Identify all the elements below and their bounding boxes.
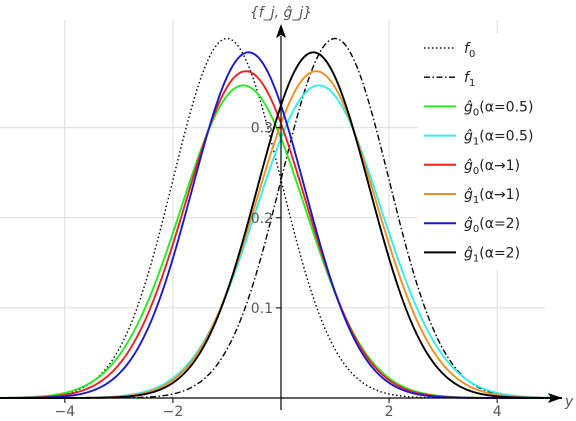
legend-item-6: ĝ0(α=2) [424,216,520,235]
tick-labels: −4 −2 2 4 0.1 0.2 0.3 y {f_j, ĝ_j} [55,5,574,420]
legend-item-2: ĝ0(α=0.5) [424,99,533,118]
legend-label: ĝ1(α=2) [464,245,520,264]
axes [0,24,562,410]
legend-item-5: ĝ1(α→1) [424,187,520,206]
legend-item-0: f0 [424,41,475,60]
y-tick-label: 0.2 [251,211,273,227]
legend-item-7: ĝ1(α=2) [424,245,520,264]
legend-label: f0 [464,41,475,60]
x-tick-label: 4 [493,404,502,420]
y-axis-title: {f_j, ĝ_j} [250,5,312,21]
legend-item-4: ĝ0(α→1) [424,158,520,177]
legend-item-3: ĝ1(α=0.5) [424,129,533,148]
legend-item-1: f1 [424,70,475,89]
legend-label: ĝ0(α→1) [464,158,520,177]
y-tick-label: 0.1 [251,301,273,317]
y-tick-label: 0.3 [251,121,273,137]
x-tick-label: −2 [163,404,184,420]
y-axis-arrow [276,24,286,38]
legend-label: f1 [464,70,475,89]
x-axis-arrow [548,393,562,403]
legend-label: ĝ1(α=0.5) [464,129,533,148]
x-axis-title: y [564,394,574,410]
x-tick-label: 2 [385,404,394,420]
legend-box [418,33,552,271]
x-tick-label: −4 [55,404,76,420]
legend-label: ĝ0(α=2) [464,216,520,235]
legend-label: ĝ0(α=0.5) [464,99,533,118]
legend-label: ĝ1(α→1) [464,187,520,206]
legend: f0 f1 ĝ0(α=0.5) ĝ1(α=0.5) ĝ0(α→1) ĝ1(α→1) ĝ0(α… [418,33,552,271]
